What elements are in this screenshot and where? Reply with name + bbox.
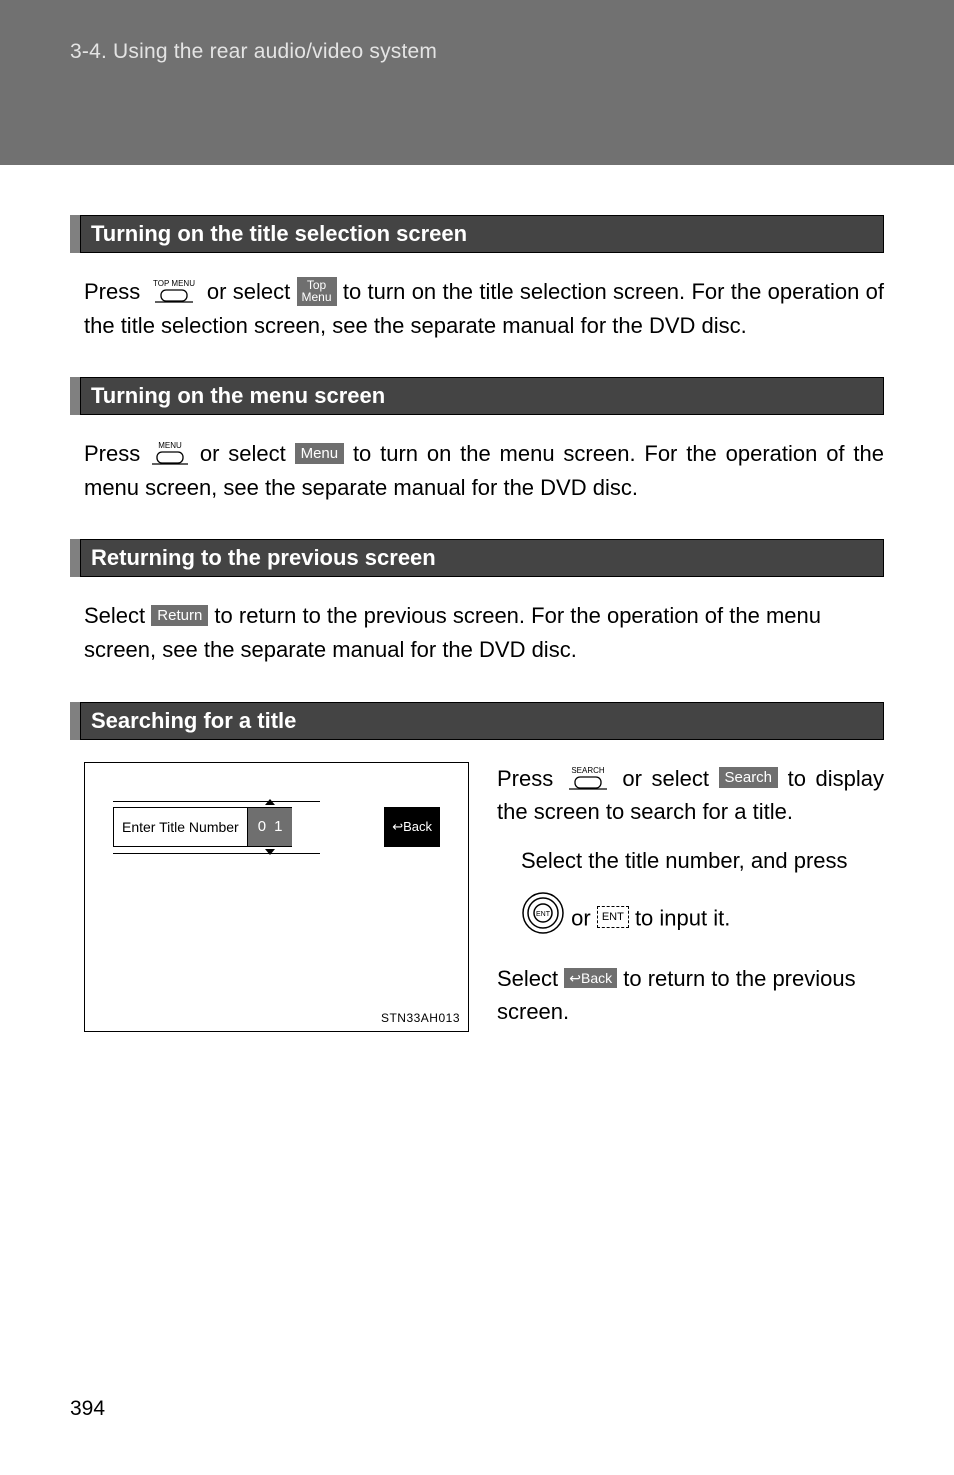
section-bar bbox=[70, 377, 80, 415]
text: Press bbox=[497, 766, 563, 791]
label-line2: Menu bbox=[302, 290, 332, 304]
ent-small-button-icon: ENT bbox=[597, 906, 629, 929]
top-menu-label: TOP MENU bbox=[153, 279, 195, 288]
section-bar bbox=[70, 702, 80, 740]
section-title: Returning to the previous screen bbox=[80, 539, 884, 577]
enter-title-number-label: Enter Title Number bbox=[113, 807, 248, 847]
digit: 0 bbox=[258, 818, 266, 835]
spacer bbox=[292, 807, 384, 847]
search-instructions: Press SEARCH or select Search to display… bbox=[497, 762, 884, 1044]
text: or bbox=[571, 905, 597, 930]
search-row: Enter Title Number 0 1 ↩Back STN33AH013 … bbox=[84, 762, 884, 1044]
section-heading-menu: Turning on the menu screen bbox=[70, 377, 884, 415]
paragraph: Press MENU or select Menu to turn on the… bbox=[84, 437, 884, 505]
section-title: Searching for a title bbox=[80, 702, 884, 740]
menu-onscreen-button[interactable]: Menu bbox=[295, 443, 345, 464]
paragraph: ENT or ENT to input it. bbox=[521, 893, 884, 946]
menu-remote-icon: MENU bbox=[149, 439, 191, 467]
title-number-value[interactable]: 0 1 bbox=[248, 807, 293, 847]
text: or select bbox=[207, 279, 297, 304]
text: Press bbox=[84, 279, 147, 304]
paragraph: Select Return to return to the previous … bbox=[84, 599, 884, 667]
text: or select bbox=[622, 766, 718, 791]
section-bar bbox=[70, 539, 80, 577]
svg-text:ENT: ENT bbox=[536, 911, 551, 918]
search-figure: Enter Title Number 0 1 ↩Back STN33AH013 bbox=[84, 762, 469, 1032]
section-heading-title-selection: Turning on the title selection screen bbox=[70, 215, 884, 253]
back-onscreen-button[interactable]: ↩Back bbox=[384, 807, 440, 847]
menu-label: MENU bbox=[158, 441, 182, 450]
text: Select bbox=[84, 603, 151, 628]
top-menu-onscreen-button[interactable]: Top Menu bbox=[297, 277, 337, 306]
search-label: SEARCH bbox=[571, 766, 605, 775]
paragraph: Select the title number, and press bbox=[521, 844, 884, 877]
text: or select bbox=[200, 441, 295, 466]
figure-code: STN33AH013 bbox=[381, 1011, 460, 1025]
section-heading-return: Returning to the previous screen bbox=[70, 539, 884, 577]
text: to input it. bbox=[635, 905, 730, 930]
paragraph: Press SEARCH or select Search to display… bbox=[497, 762, 884, 828]
decor-line bbox=[113, 801, 320, 802]
decor-line bbox=[113, 853, 320, 854]
page-number: 394 bbox=[70, 1397, 105, 1421]
section-title: Turning on the menu screen bbox=[80, 377, 884, 415]
search-onscreen-button[interactable]: Search bbox=[719, 767, 779, 788]
paragraph: Select ↩Back to return to the previous s… bbox=[497, 962, 884, 1028]
return-onscreen-button[interactable]: Return bbox=[151, 605, 208, 626]
header-band: 3-4. Using the rear audio/video system bbox=[0, 0, 954, 165]
paragraph: Press TOP MENU or select Top Menu to tur… bbox=[84, 275, 884, 343]
page-content: Turning on the title selection screen Pr… bbox=[0, 165, 954, 1044]
text: Press bbox=[84, 441, 149, 466]
ent-dial-icon: ENT bbox=[521, 891, 565, 944]
text: Select bbox=[497, 966, 564, 991]
section-bar bbox=[70, 215, 80, 253]
section-title: Turning on the title selection screen bbox=[80, 215, 884, 253]
search-remote-icon: SEARCH bbox=[563, 764, 613, 792]
back-onscreen-button[interactable]: ↩Back bbox=[564, 968, 617, 988]
title-number-input-row: Enter Title Number 0 1 ↩Back bbox=[113, 807, 440, 847]
digit: 1 bbox=[274, 818, 282, 835]
breadcrumb: 3-4. Using the rear audio/video system bbox=[70, 40, 954, 64]
text: to turn on the title selection screen. F… bbox=[84, 279, 884, 338]
section-heading-search: Searching for a title bbox=[70, 702, 884, 740]
top-menu-remote-icon: TOP MENU bbox=[147, 277, 201, 305]
